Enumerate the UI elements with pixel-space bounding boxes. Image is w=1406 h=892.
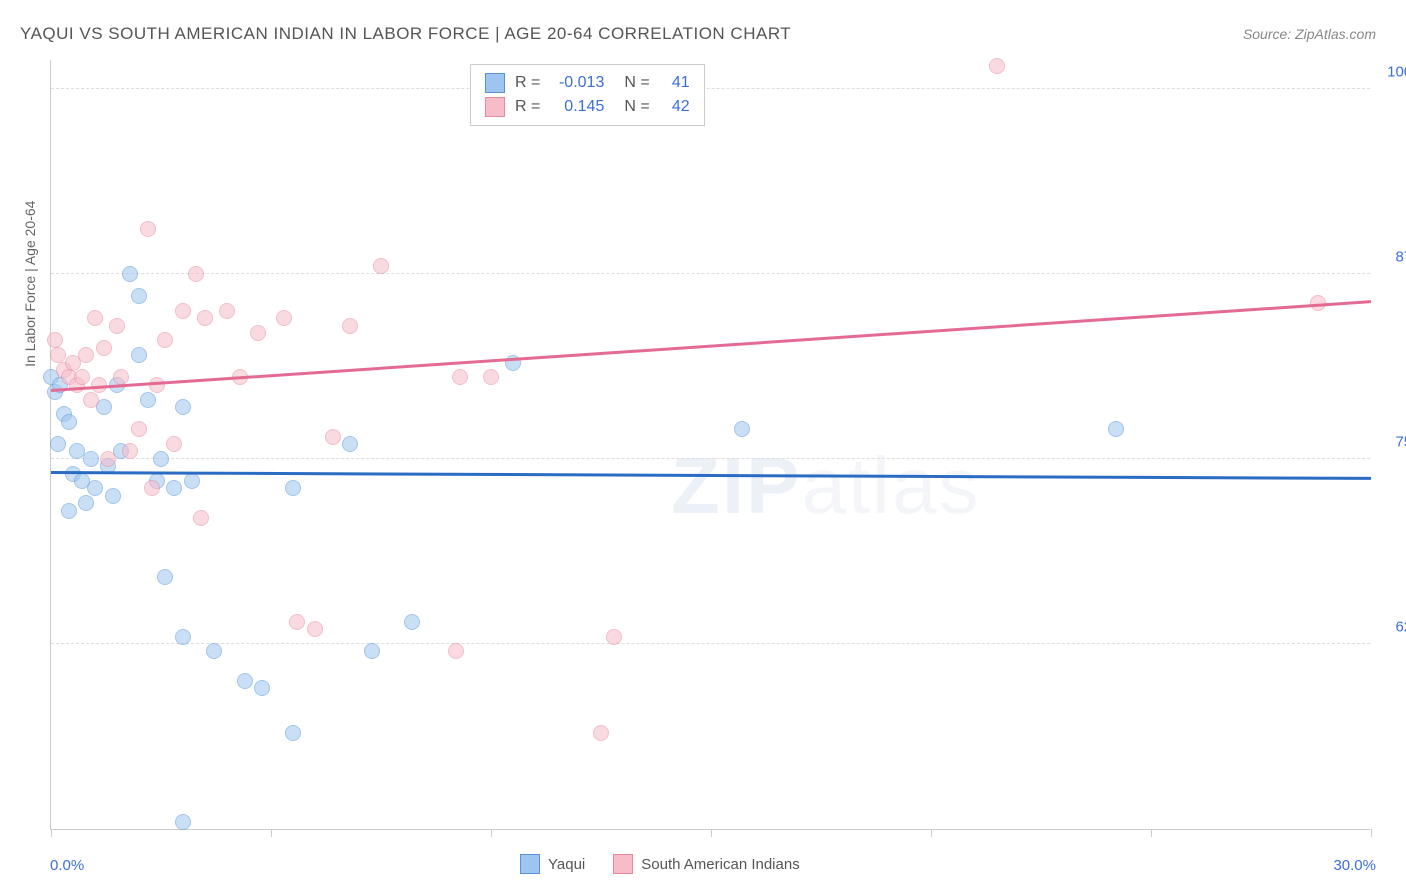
x-axis-min-label: 0.0% [50, 857, 84, 874]
y-axis-title: In Labor Force | Age 20-64 [22, 201, 38, 367]
data-point [122, 266, 138, 282]
data-point [285, 725, 301, 741]
data-point [307, 621, 323, 637]
data-point [131, 347, 147, 363]
data-point [448, 643, 464, 659]
gridline [51, 88, 1370, 89]
trend-line [51, 471, 1371, 480]
data-point [166, 436, 182, 452]
data-point [96, 340, 112, 356]
data-point [87, 310, 103, 326]
data-point [61, 503, 77, 519]
data-point [50, 436, 66, 452]
correlation-legend: R =-0.013N =41R =0.145N =42 [470, 64, 705, 126]
x-tick [931, 829, 932, 837]
data-point [131, 288, 147, 304]
data-point [122, 443, 138, 459]
chart-title: YAQUI VS SOUTH AMERICAN INDIAN IN LABOR … [20, 24, 791, 44]
data-point [1108, 421, 1124, 437]
data-point [140, 221, 156, 237]
legend-item: Yaqui [520, 854, 585, 874]
data-point [175, 303, 191, 319]
data-point [193, 510, 209, 526]
data-point [325, 429, 341, 445]
data-point [175, 814, 191, 830]
data-point [734, 421, 750, 437]
data-point [157, 332, 173, 348]
data-point [237, 673, 253, 689]
data-point [83, 392, 99, 408]
x-tick [271, 829, 272, 837]
data-point [606, 629, 622, 645]
data-point [404, 614, 420, 630]
data-point [78, 347, 94, 363]
data-point [87, 480, 103, 496]
data-point [285, 480, 301, 496]
gridline [51, 273, 1370, 274]
watermark: ZIPatlas [671, 440, 980, 532]
source-label: Source: ZipAtlas.com [1243, 26, 1376, 42]
data-point [153, 451, 169, 467]
y-tick-label: 62.5% [1378, 618, 1406, 635]
data-point [989, 58, 1005, 74]
gridline [51, 643, 1370, 644]
x-tick [51, 829, 52, 837]
y-tick-label: 75.0% [1378, 433, 1406, 450]
trend-line [51, 300, 1371, 392]
y-tick-label: 87.5% [1378, 248, 1406, 265]
x-tick [711, 829, 712, 837]
data-point [50, 347, 66, 363]
x-tick [491, 829, 492, 837]
data-point [83, 451, 99, 467]
data-point [166, 480, 182, 496]
x-tick [1151, 829, 1152, 837]
data-point [100, 451, 116, 467]
data-point [276, 310, 292, 326]
data-point [157, 569, 173, 585]
data-point [105, 488, 121, 504]
legend-row: R =-0.013N =41 [485, 71, 690, 95]
data-point [109, 318, 125, 334]
data-point [131, 421, 147, 437]
data-point [250, 325, 266, 341]
legend-swatch [520, 854, 540, 874]
data-point [483, 369, 499, 385]
legend-swatch [613, 854, 633, 874]
data-point [61, 414, 77, 430]
series-legend: Yaqui South American Indians [520, 854, 800, 874]
legend-swatch [485, 97, 505, 117]
data-point [197, 310, 213, 326]
y-tick-label: 100.0% [1378, 63, 1406, 80]
x-tick [1371, 829, 1372, 837]
data-point [175, 399, 191, 415]
data-point [140, 392, 156, 408]
data-point [452, 369, 468, 385]
plot-area: ZIPatlas 62.5%75.0%87.5%100.0% [50, 60, 1370, 830]
data-point [74, 369, 90, 385]
data-point [78, 495, 94, 511]
legend-swatch [485, 73, 505, 93]
data-point [593, 725, 609, 741]
data-point [188, 266, 204, 282]
data-point [342, 318, 358, 334]
data-point [175, 629, 191, 645]
legend-label: South American Indians [641, 856, 799, 873]
legend-item: South American Indians [613, 854, 799, 874]
data-point [184, 473, 200, 489]
data-point [206, 643, 222, 659]
data-point [373, 258, 389, 274]
gridline [51, 458, 1370, 459]
data-point [254, 680, 270, 696]
legend-row: R =0.145N =42 [485, 95, 690, 119]
data-point [364, 643, 380, 659]
data-point [342, 436, 358, 452]
data-point [219, 303, 235, 319]
x-axis-max-label: 30.0% [1333, 857, 1376, 874]
data-point [289, 614, 305, 630]
data-point [47, 332, 63, 348]
legend-label: Yaqui [548, 856, 585, 873]
data-point [144, 480, 160, 496]
